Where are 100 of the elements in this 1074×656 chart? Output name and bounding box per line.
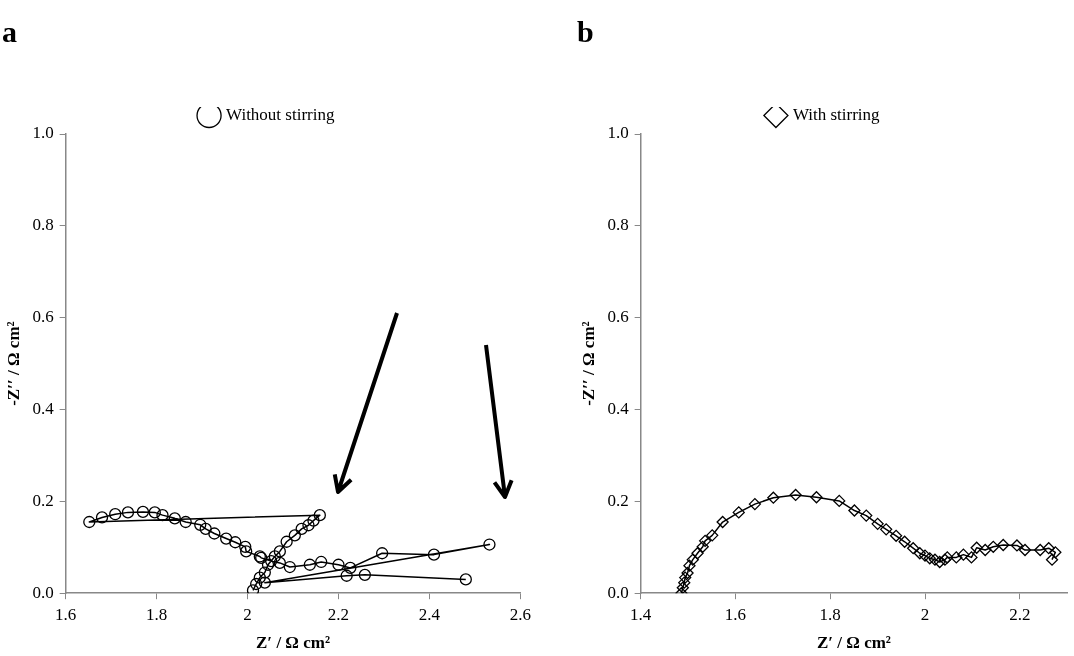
point xyxy=(1018,543,1032,557)
y-tick-label: 0.2 xyxy=(607,490,629,510)
point xyxy=(686,553,699,566)
point xyxy=(860,509,873,522)
y-tick-label: 0.0 xyxy=(607,582,629,602)
point xyxy=(871,517,884,531)
point xyxy=(676,581,689,594)
point xyxy=(880,523,893,536)
point xyxy=(332,558,345,571)
point xyxy=(459,573,472,586)
x-tick-label: 2.4 xyxy=(418,604,441,624)
chart-title: b xyxy=(577,14,594,48)
y-tick-label: 0.0 xyxy=(32,582,54,602)
x-tick-label: 2.2 xyxy=(327,604,350,624)
point xyxy=(208,527,221,540)
point xyxy=(898,535,911,548)
point xyxy=(258,566,271,579)
point xyxy=(156,508,169,522)
point xyxy=(907,542,920,555)
point xyxy=(303,558,316,571)
point xyxy=(1045,553,1059,566)
x-tick-label: 2 xyxy=(920,604,930,624)
point xyxy=(889,529,903,542)
legend-label: With stirring xyxy=(792,104,881,124)
point xyxy=(979,543,992,557)
point xyxy=(313,508,326,522)
point xyxy=(268,550,281,563)
x-axis-title: Z′ / Ω cm² xyxy=(816,633,891,653)
point xyxy=(483,538,496,551)
point xyxy=(957,548,970,561)
point xyxy=(696,540,709,553)
y-axis-title: -Z′′ / Ω cm² xyxy=(3,321,23,406)
x-tick-label: 2.6 xyxy=(509,604,531,624)
point xyxy=(970,541,983,554)
point xyxy=(283,560,296,574)
y-tick-label: 0.6 xyxy=(607,307,629,327)
point xyxy=(848,504,861,517)
point xyxy=(691,547,704,560)
x-axis-title: Z′ / Ω cm² xyxy=(256,633,331,653)
y-tick-label: 0.8 xyxy=(32,215,54,235)
point xyxy=(950,551,963,564)
point xyxy=(678,576,691,589)
point xyxy=(706,529,719,542)
x-tick-label: 2.2 xyxy=(1009,604,1031,624)
point xyxy=(1010,539,1024,552)
point xyxy=(179,515,192,529)
point xyxy=(315,555,328,569)
point xyxy=(220,532,233,545)
point xyxy=(997,538,1010,552)
x-tick-label: 1.4 xyxy=(630,604,652,624)
point xyxy=(239,540,252,553)
x-tick-label: 1.6 xyxy=(724,604,747,624)
y-tick-label: 0.8 xyxy=(607,215,629,235)
point xyxy=(923,552,936,565)
y-tick-label: 1.0 xyxy=(607,123,629,143)
point xyxy=(767,491,780,504)
point xyxy=(273,556,286,570)
point xyxy=(358,568,372,581)
point xyxy=(375,547,389,560)
chart-title: a xyxy=(2,14,17,48)
point xyxy=(833,494,846,508)
y-axis-title: -Z′′ / Ω cm² xyxy=(578,321,598,406)
point xyxy=(679,571,692,584)
point xyxy=(148,506,161,519)
point xyxy=(109,508,122,521)
point xyxy=(246,584,260,594)
point xyxy=(1034,543,1047,557)
point xyxy=(427,548,441,561)
point xyxy=(250,577,263,591)
point xyxy=(229,536,242,549)
point xyxy=(253,571,266,584)
x-tick-label: 1.8 xyxy=(819,604,841,624)
point xyxy=(933,555,946,569)
point xyxy=(295,522,308,536)
point xyxy=(307,514,320,527)
point xyxy=(987,540,1000,553)
point xyxy=(698,534,712,547)
point xyxy=(732,506,745,519)
point xyxy=(95,511,109,524)
point xyxy=(280,535,293,548)
point xyxy=(288,529,301,542)
point xyxy=(302,519,315,532)
x-tick-label: 2 xyxy=(243,604,252,624)
point xyxy=(168,512,181,525)
point xyxy=(199,522,212,536)
point xyxy=(965,551,978,564)
y-tick-label: 0.4 xyxy=(607,398,630,418)
legend-label: Without stirring xyxy=(226,104,335,124)
point xyxy=(121,506,135,519)
point xyxy=(240,545,253,558)
point xyxy=(928,553,942,566)
x-tick-label: 1.8 xyxy=(145,604,168,624)
y-tick-label: 0.2 xyxy=(32,490,54,510)
point xyxy=(1042,542,1055,555)
point xyxy=(748,497,762,511)
point xyxy=(1049,546,1062,559)
point xyxy=(918,549,932,562)
point xyxy=(273,545,286,558)
point xyxy=(716,515,729,529)
point xyxy=(683,559,696,572)
